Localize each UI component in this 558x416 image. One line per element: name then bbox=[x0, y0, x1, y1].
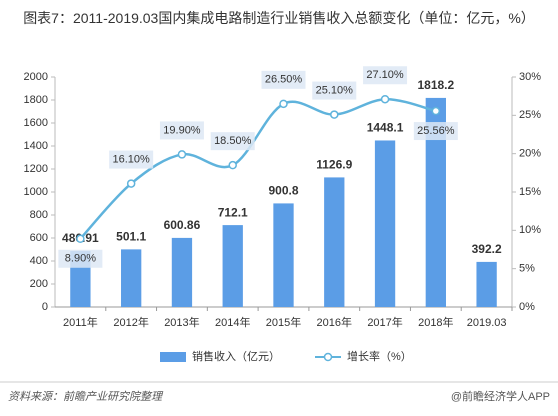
y2-tick-label: 0% bbox=[519, 301, 535, 313]
value-label-box bbox=[159, 121, 204, 140]
line-value-label: 8.90% bbox=[65, 253, 96, 265]
bar-value-label: 900.8 bbox=[268, 184, 298, 198]
line-marker bbox=[279, 99, 288, 109]
y-tick-label: 1200 bbox=[24, 163, 48, 175]
legend-swatch bbox=[160, 352, 186, 362]
bar bbox=[171, 237, 193, 307]
line-value-label: 18.50% bbox=[214, 135, 252, 147]
legend-label: 销售收入（亿元） bbox=[192, 349, 280, 363]
bar-value-label: 501.1 bbox=[116, 230, 146, 244]
y-tick-label: 600 bbox=[30, 232, 48, 244]
x-tick-label: 2012年 bbox=[113, 315, 148, 329]
value-label-box bbox=[363, 66, 408, 85]
y2-tick-label: 25% bbox=[519, 109, 541, 121]
bar-value-label: 1818.2 bbox=[417, 78, 454, 92]
line-value-label: 25.56% bbox=[417, 125, 455, 137]
x-tick-label: 2014年 bbox=[215, 315, 250, 329]
x-tick-label: 2018年 bbox=[418, 315, 453, 329]
y2-tick-label: 10% bbox=[519, 224, 541, 236]
chart-title: 图表7：2011-2019.03国内集成电路制造行业销售收入总额变化（单位：亿元… bbox=[23, 10, 535, 26]
bar bbox=[121, 249, 142, 307]
x-tick-label: 2019.03 bbox=[467, 317, 507, 329]
x-tick-label: 2011年 bbox=[63, 315, 98, 329]
legend-label: 增长率（%） bbox=[347, 349, 412, 363]
bar bbox=[222, 225, 243, 307]
credit: @前瞻经济学人APP bbox=[451, 389, 550, 403]
y-tick-label: 2000 bbox=[24, 71, 48, 83]
line-value-label: 16.10% bbox=[113, 153, 151, 165]
value-label-box bbox=[210, 132, 255, 151]
line-marker bbox=[330, 110, 339, 119]
line-marker bbox=[380, 94, 390, 104]
line-marker bbox=[228, 160, 237, 170]
y-tick-label: 800 bbox=[30, 209, 48, 221]
line-marker bbox=[76, 234, 85, 244]
y-tick-label: 1000 bbox=[24, 186, 48, 198]
line-marker bbox=[431, 106, 441, 116]
line-marker bbox=[177, 150, 187, 159]
y2-tick-label: 30% bbox=[519, 71, 541, 83]
source: 资料来源：前瞻产业研究院整理 bbox=[8, 390, 164, 403]
bar bbox=[425, 97, 446, 307]
bar-value-label: 712.1 bbox=[218, 205, 248, 219]
x-tick-label: 2013年 bbox=[164, 315, 199, 329]
y2-tick-label: 5% bbox=[519, 263, 535, 275]
value-label-box bbox=[58, 249, 103, 268]
x-tick-label: 2017年 bbox=[367, 315, 402, 329]
bar bbox=[374, 140, 396, 307]
bar bbox=[476, 261, 497, 307]
line-value-label: 25.10% bbox=[316, 84, 354, 96]
y2-tick-label: 20% bbox=[519, 148, 541, 160]
y-tick-label: 200 bbox=[30, 278, 48, 290]
y-tick-label: 400 bbox=[30, 255, 48, 267]
value-label-box bbox=[312, 81, 357, 100]
x-tick-label: 2015年 bbox=[266, 315, 301, 329]
y-tick-label: 1600 bbox=[24, 117, 48, 129]
value-label-box bbox=[261, 70, 306, 89]
line-value-label: 19.90% bbox=[163, 124, 201, 136]
value-label-box bbox=[413, 122, 458, 141]
x-tick-label: 2016年 bbox=[317, 315, 352, 329]
bar-value-label: 392.2 bbox=[472, 242, 502, 256]
y-tick-label: 1800 bbox=[24, 94, 48, 106]
y-tick-label: 1400 bbox=[24, 140, 48, 152]
bar-value-label: 1126.9 bbox=[316, 158, 352, 172]
bar bbox=[324, 177, 345, 307]
value-label-box bbox=[109, 150, 154, 169]
line-value-label: 26.50% bbox=[265, 74, 303, 86]
y-tick-label: 0 bbox=[42, 301, 48, 313]
line-marker bbox=[126, 179, 136, 188]
legend-marker bbox=[323, 352, 333, 362]
bar-value-label: 1448.1 bbox=[367, 121, 404, 135]
line-value-label: 27.10% bbox=[366, 69, 404, 81]
y2-tick-label: 15% bbox=[519, 186, 541, 198]
bar-value-label: 600.86 bbox=[164, 218, 201, 232]
bar bbox=[273, 203, 294, 307]
